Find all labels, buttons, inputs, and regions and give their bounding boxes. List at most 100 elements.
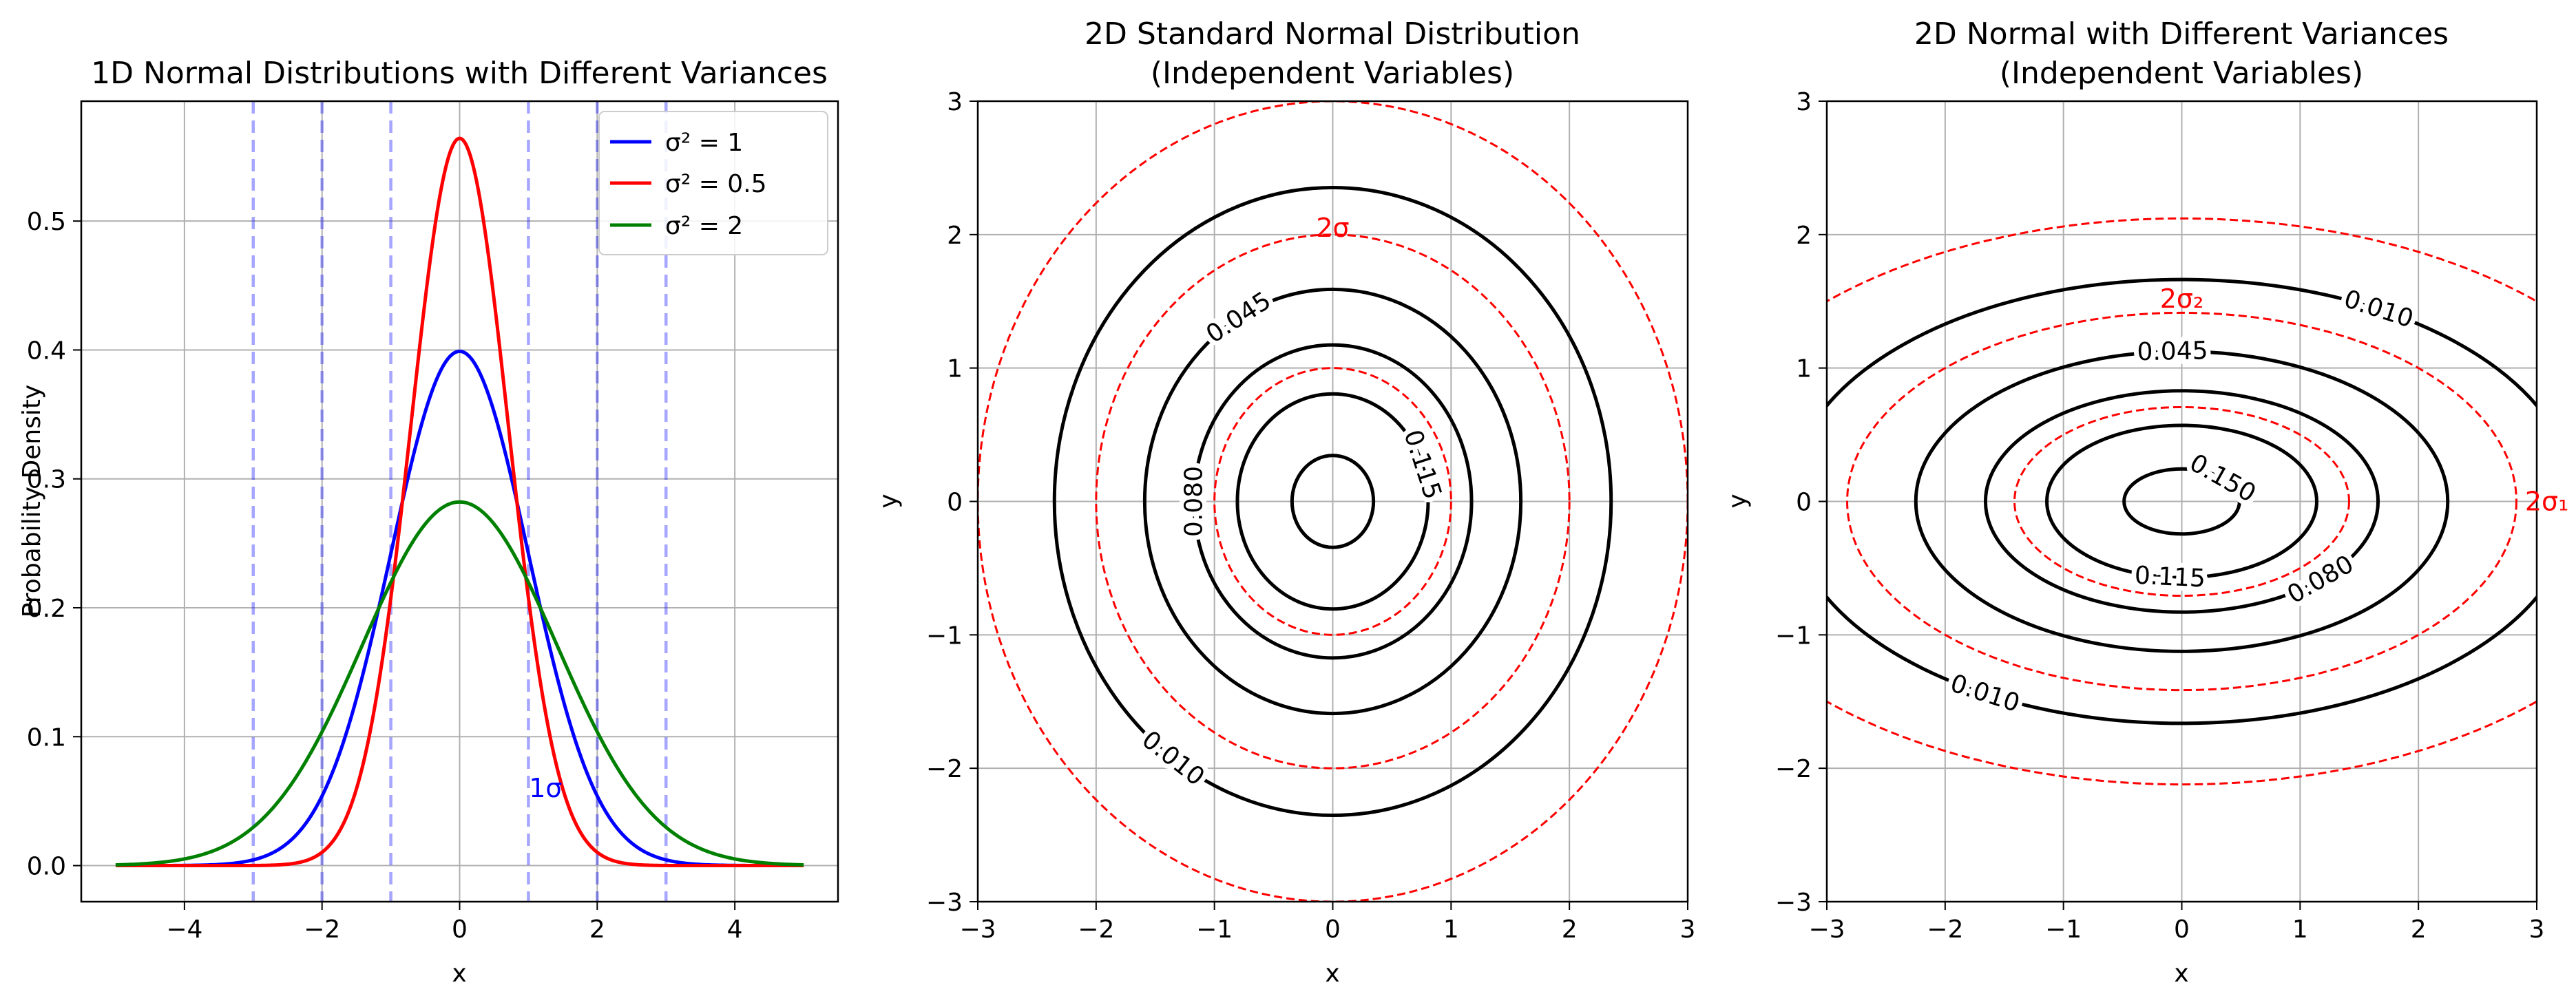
sigma-annotation: 2σ	[1316, 213, 1349, 243]
x-tick-label: 0	[1325, 915, 1341, 944]
x-tick-label: 4	[727, 915, 743, 944]
contour-line	[1290, 454, 1376, 549]
y-ticks: −3 −2 −1 0 1 2 3	[1775, 88, 1827, 917]
y-axis-label: y	[1724, 494, 1752, 508]
contour-line	[1192, 343, 1474, 660]
y-tick-label: 1	[947, 355, 963, 383]
y-tick-label: −1	[1775, 622, 1812, 650]
series-line	[115, 349, 804, 868]
x-tick-label: 0	[452, 915, 468, 944]
contour-line	[1827, 277, 2537, 725]
y-tick-label: −3	[926, 889, 963, 917]
x-tick-label: 2	[2411, 915, 2427, 944]
contour-lines	[1052, 185, 1613, 818]
x-tick-label: −4	[166, 915, 202, 944]
contour-label: 0.080	[1180, 466, 1208, 537]
y-tick-label: 0	[947, 489, 963, 517]
y-tick-label: 3	[1796, 88, 1812, 116]
contour-labels: 0.045 0.080 0.115 0.010	[1131, 282, 1452, 796]
series-line	[115, 500, 804, 867]
x-tick-label: 3	[2529, 915, 2545, 944]
legend: σ² = 1 σ² = 0.5 σ² = 2	[598, 111, 828, 255]
contour-line	[1914, 350, 2450, 653]
x-tick-label: −1	[2045, 915, 2082, 944]
x-axis-label: x	[2174, 960, 2188, 988]
x-tick-label: 2	[1562, 915, 1578, 944]
contour-label: 0.010	[1947, 669, 2023, 718]
y-tick-label: −2	[926, 755, 963, 783]
y-tick-label: 0.1	[27, 723, 66, 752]
series-line	[115, 136, 804, 868]
x-tick-label: −3	[1808, 915, 1845, 944]
contour-label: 0.045	[2137, 337, 2208, 366]
y-ticks: 0.0 0.1 0.2 0.3 0.4 0.5	[27, 208, 81, 881]
chart-title: 2D Normal with Different Variances	[1914, 17, 2449, 52]
contour-line	[1052, 185, 1613, 818]
contour-line	[1235, 392, 1430, 611]
sigma-ellipse	[1846, 311, 2517, 692]
x-tick-label: 2	[589, 915, 605, 944]
x-axis-label: x	[1325, 960, 1339, 988]
x-tick-label: 1	[1443, 915, 1459, 944]
contour-line	[1983, 389, 2380, 614]
contour-label: 0.115	[2134, 562, 2206, 593]
x-tick-label: −1	[1196, 915, 1233, 944]
x-tick-label: 1	[2292, 915, 2308, 944]
contour-line	[2122, 467, 2241, 536]
y-tick-label: 2	[1796, 222, 1812, 250]
grid	[1826, 100, 2537, 902]
panel-2d-different-variances: 0.010 0.045 0.150 0.115 0.080 0.010 −3 −2 −1 0 1 2…	[1724, 17, 2569, 988]
y-tick-label: 0.4	[27, 337, 66, 365]
series-lines	[115, 136, 804, 868]
x-tick-label: −2	[304, 915, 340, 944]
legend-label: σ² = 0.5	[665, 170, 767, 198]
contour-lines	[1827, 277, 2537, 725]
x-ticks: −3 −2 −1 0 1 2 3	[959, 902, 1695, 944]
sigma-ellipse	[1827, 218, 2537, 785]
legend-label: σ² = 1	[665, 129, 743, 157]
sigma-ellipses	[978, 101, 1688, 902]
chart-title: 2D Standard Normal Distribution	[1085, 17, 1580, 52]
y-axis-label: y	[875, 494, 903, 508]
panel-1d-normal: −4 −2 0 2 4 0.0 0.1 0.2 0.3 0.4 0.5 1D Normal Dis…	[18, 56, 839, 988]
legend-box	[598, 111, 828, 255]
y-tick-label: −1	[926, 622, 963, 650]
y-tick-label: 0	[1796, 489, 1812, 517]
contour-line	[1142, 287, 1523, 716]
sigma-ellipses	[1827, 218, 2537, 785]
y-tick-label: 0.3	[27, 466, 66, 494]
contour-label: 0.080	[2283, 550, 2358, 609]
contour-label: 0.150	[2185, 449, 2261, 508]
y-axis-label: Probability Density	[18, 385, 46, 618]
x-tick-label: −2	[1078, 915, 1114, 944]
sigma-annotation: 1σ	[529, 773, 562, 803]
x-tick-label: 3	[1680, 915, 1696, 944]
y-tick-label: 3	[947, 88, 963, 116]
contour-line	[2045, 423, 2318, 580]
y-tick-label: −3	[1775, 889, 1812, 917]
x-ticks: −3 −2 −1 0 1 2 3	[1808, 902, 2544, 944]
y-ticks: −3 −2 −1 0 1 2 3	[926, 88, 978, 917]
y-tick-label: 0.5	[27, 208, 66, 236]
contour-label: 0.045	[1202, 286, 1277, 349]
contour-label: 0.115	[1398, 427, 1447, 503]
panel-2d-standard-normal: 0.045 0.080 0.115 0.010 −3 −2 −1 0 1 2 3 −3 −2 −1 0 1…	[875, 17, 1695, 988]
x-ticks: −4 −2 0 2 4	[166, 902, 743, 944]
chart-subtitle: (Independent Variables)	[2000, 56, 2363, 91]
contour-label: 0.010	[1136, 725, 1209, 792]
y-tick-label: −2	[1775, 755, 1812, 783]
y-tick-label: 0.0	[27, 853, 66, 881]
x-tick-label: −2	[1927, 915, 1963, 944]
sigma-lines	[251, 101, 668, 902]
chart-title: 1D Normal Distributions with Different V…	[91, 56, 828, 91]
sigma-ellipse	[1213, 367, 1452, 636]
legend-label: σ² = 2	[665, 212, 743, 240]
sigma-annotation: 2σ₁	[2525, 487, 2569, 517]
y-tick-label: 2	[947, 222, 963, 250]
y-tick-label: 1	[1796, 355, 1812, 383]
contour-label: 0.010	[2341, 285, 2417, 334]
x-axis-label: x	[452, 960, 466, 988]
x-tick-label: 0	[2174, 915, 2190, 944]
x-tick-label: −3	[959, 915, 996, 944]
